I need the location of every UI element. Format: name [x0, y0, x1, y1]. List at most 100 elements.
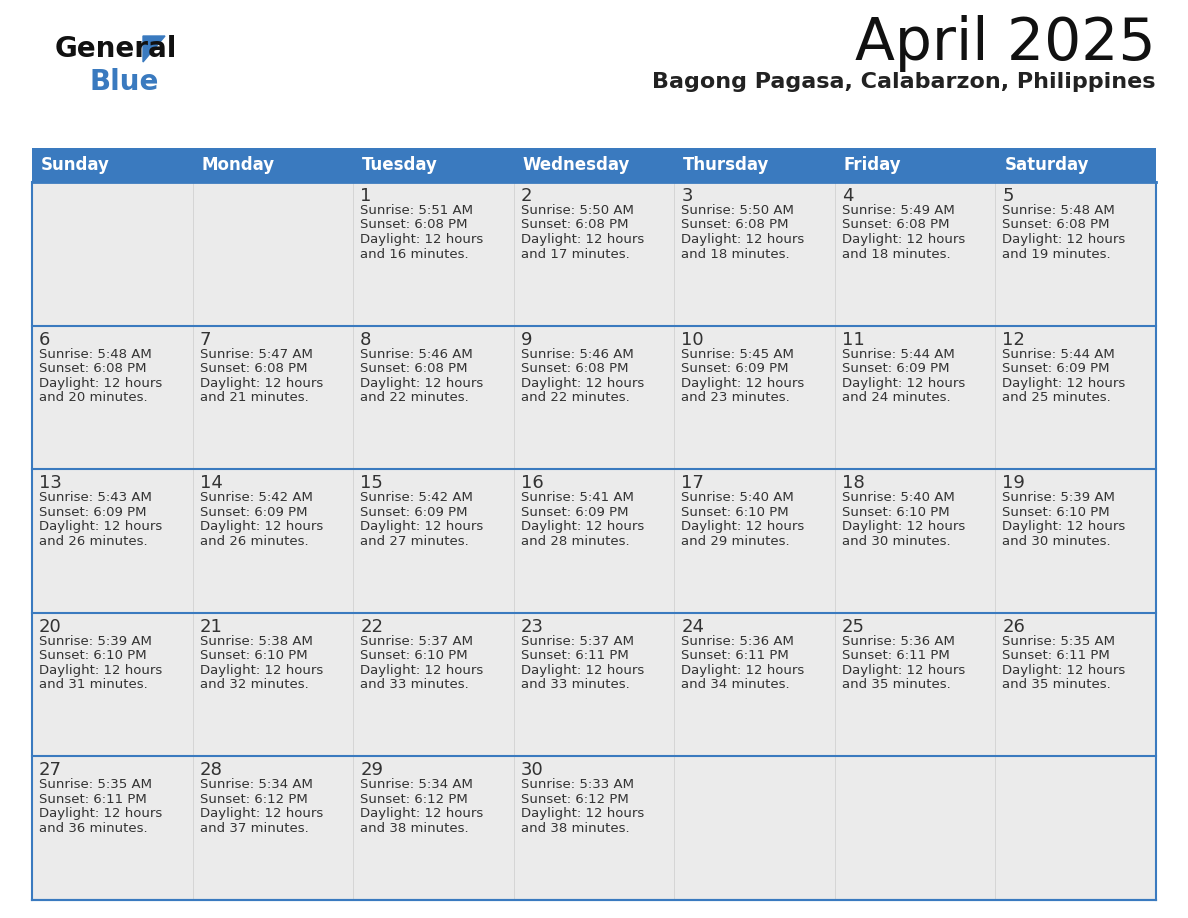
Text: and 21 minutes.: and 21 minutes. — [200, 391, 309, 404]
Bar — [513, 326, 675, 469]
Text: Daylight: 12 hours: Daylight: 12 hours — [39, 376, 163, 389]
Text: Sunset: 6:09 PM: Sunset: 6:09 PM — [360, 506, 468, 519]
Text: and 18 minutes.: and 18 minutes. — [842, 248, 950, 261]
Text: Daylight: 12 hours: Daylight: 12 hours — [681, 233, 804, 246]
Text: Sunday: Sunday — [42, 156, 109, 174]
Text: Sunrise: 5:38 AM: Sunrise: 5:38 AM — [200, 635, 312, 648]
Bar — [996, 613, 1156, 756]
Text: 13: 13 — [39, 475, 62, 492]
Text: 22: 22 — [360, 618, 384, 636]
Bar — [353, 756, 513, 900]
Text: Sunset: 6:11 PM: Sunset: 6:11 PM — [39, 793, 147, 806]
Bar — [675, 326, 835, 469]
Text: Sunrise: 5:44 AM: Sunrise: 5:44 AM — [842, 348, 955, 361]
Bar — [835, 613, 996, 756]
Bar — [835, 756, 996, 900]
Text: 17: 17 — [681, 475, 704, 492]
Text: Sunrise: 5:48 AM: Sunrise: 5:48 AM — [39, 348, 152, 361]
Text: Sunrise: 5:34 AM: Sunrise: 5:34 AM — [360, 778, 473, 791]
Text: Daylight: 12 hours: Daylight: 12 hours — [200, 808, 323, 821]
Text: Sunrise: 5:42 AM: Sunrise: 5:42 AM — [200, 491, 312, 504]
Text: Sunset: 6:08 PM: Sunset: 6:08 PM — [360, 362, 468, 375]
Text: General: General — [55, 35, 177, 63]
Text: Daylight: 12 hours: Daylight: 12 hours — [360, 233, 484, 246]
Text: 19: 19 — [1003, 475, 1025, 492]
Text: Sunset: 6:08 PM: Sunset: 6:08 PM — [681, 218, 789, 231]
Bar — [513, 182, 675, 326]
Text: and 34 minutes.: and 34 minutes. — [681, 678, 790, 691]
Text: Sunset: 6:09 PM: Sunset: 6:09 PM — [681, 362, 789, 375]
Text: April 2025: April 2025 — [855, 15, 1156, 72]
Text: and 23 minutes.: and 23 minutes. — [681, 391, 790, 404]
Bar — [996, 469, 1156, 613]
Text: Daylight: 12 hours: Daylight: 12 hours — [1003, 233, 1126, 246]
Text: 15: 15 — [360, 475, 383, 492]
Text: 7: 7 — [200, 330, 211, 349]
Text: and 30 minutes.: and 30 minutes. — [842, 534, 950, 548]
Text: Sunrise: 5:34 AM: Sunrise: 5:34 AM — [200, 778, 312, 791]
Text: Sunset: 6:11 PM: Sunset: 6:11 PM — [842, 649, 949, 662]
Text: Sunrise: 5:37 AM: Sunrise: 5:37 AM — [520, 635, 633, 648]
Text: 23: 23 — [520, 618, 544, 636]
Text: Daylight: 12 hours: Daylight: 12 hours — [200, 664, 323, 677]
Text: and 19 minutes.: and 19 minutes. — [1003, 248, 1111, 261]
Text: Daylight: 12 hours: Daylight: 12 hours — [681, 664, 804, 677]
Bar — [192, 182, 353, 326]
Text: 26: 26 — [1003, 618, 1025, 636]
Text: Daylight: 12 hours: Daylight: 12 hours — [1003, 521, 1126, 533]
Text: 9: 9 — [520, 330, 532, 349]
Text: Sunrise: 5:51 AM: Sunrise: 5:51 AM — [360, 204, 473, 217]
Text: Sunset: 6:11 PM: Sunset: 6:11 PM — [681, 649, 789, 662]
Text: Sunrise: 5:39 AM: Sunrise: 5:39 AM — [1003, 491, 1116, 504]
Text: Daylight: 12 hours: Daylight: 12 hours — [39, 521, 163, 533]
Bar — [513, 613, 675, 756]
Text: Sunset: 6:10 PM: Sunset: 6:10 PM — [681, 506, 789, 519]
Text: Daylight: 12 hours: Daylight: 12 hours — [200, 376, 323, 389]
Bar — [353, 613, 513, 756]
Text: Daylight: 12 hours: Daylight: 12 hours — [842, 521, 965, 533]
Text: Saturday: Saturday — [1004, 156, 1089, 174]
Text: Daylight: 12 hours: Daylight: 12 hours — [520, 664, 644, 677]
Bar — [32, 148, 1156, 182]
Text: and 16 minutes.: and 16 minutes. — [360, 248, 469, 261]
Text: Daylight: 12 hours: Daylight: 12 hours — [520, 376, 644, 389]
Text: Sunrise: 5:42 AM: Sunrise: 5:42 AM — [360, 491, 473, 504]
Text: Sunset: 6:10 PM: Sunset: 6:10 PM — [200, 649, 308, 662]
Text: and 22 minutes.: and 22 minutes. — [520, 391, 630, 404]
Text: Sunset: 6:12 PM: Sunset: 6:12 PM — [360, 793, 468, 806]
Text: 12: 12 — [1003, 330, 1025, 349]
Text: and 29 minutes.: and 29 minutes. — [681, 534, 790, 548]
Text: and 20 minutes.: and 20 minutes. — [39, 391, 147, 404]
Text: Tuesday: Tuesday — [362, 156, 438, 174]
Bar — [32, 182, 192, 326]
Text: Sunrise: 5:50 AM: Sunrise: 5:50 AM — [520, 204, 633, 217]
Bar — [996, 182, 1156, 326]
Text: 16: 16 — [520, 475, 543, 492]
Text: Sunset: 6:10 PM: Sunset: 6:10 PM — [39, 649, 146, 662]
Text: and 30 minutes.: and 30 minutes. — [1003, 534, 1111, 548]
Bar — [513, 469, 675, 613]
Text: Sunset: 6:08 PM: Sunset: 6:08 PM — [39, 362, 146, 375]
Text: Daylight: 12 hours: Daylight: 12 hours — [842, 376, 965, 389]
Text: Bagong Pagasa, Calabarzon, Philippines: Bagong Pagasa, Calabarzon, Philippines — [652, 72, 1156, 92]
Text: Sunrise: 5:37 AM: Sunrise: 5:37 AM — [360, 635, 473, 648]
Text: Daylight: 12 hours: Daylight: 12 hours — [842, 233, 965, 246]
Text: and 32 minutes.: and 32 minutes. — [200, 678, 309, 691]
Text: and 26 minutes.: and 26 minutes. — [200, 534, 308, 548]
Text: 11: 11 — [842, 330, 865, 349]
Text: Sunset: 6:09 PM: Sunset: 6:09 PM — [520, 506, 628, 519]
Text: Sunset: 6:08 PM: Sunset: 6:08 PM — [360, 218, 468, 231]
Bar — [353, 326, 513, 469]
Bar — [32, 469, 192, 613]
Text: Daylight: 12 hours: Daylight: 12 hours — [360, 521, 484, 533]
Text: and 28 minutes.: and 28 minutes. — [520, 534, 630, 548]
Bar — [675, 182, 835, 326]
Text: and 31 minutes.: and 31 minutes. — [39, 678, 147, 691]
Text: Monday: Monday — [202, 156, 274, 174]
Polygon shape — [143, 36, 165, 62]
Bar — [675, 756, 835, 900]
Text: Daylight: 12 hours: Daylight: 12 hours — [520, 233, 644, 246]
Text: and 35 minutes.: and 35 minutes. — [842, 678, 950, 691]
Text: Sunset: 6:10 PM: Sunset: 6:10 PM — [1003, 506, 1110, 519]
Text: Daylight: 12 hours: Daylight: 12 hours — [360, 664, 484, 677]
